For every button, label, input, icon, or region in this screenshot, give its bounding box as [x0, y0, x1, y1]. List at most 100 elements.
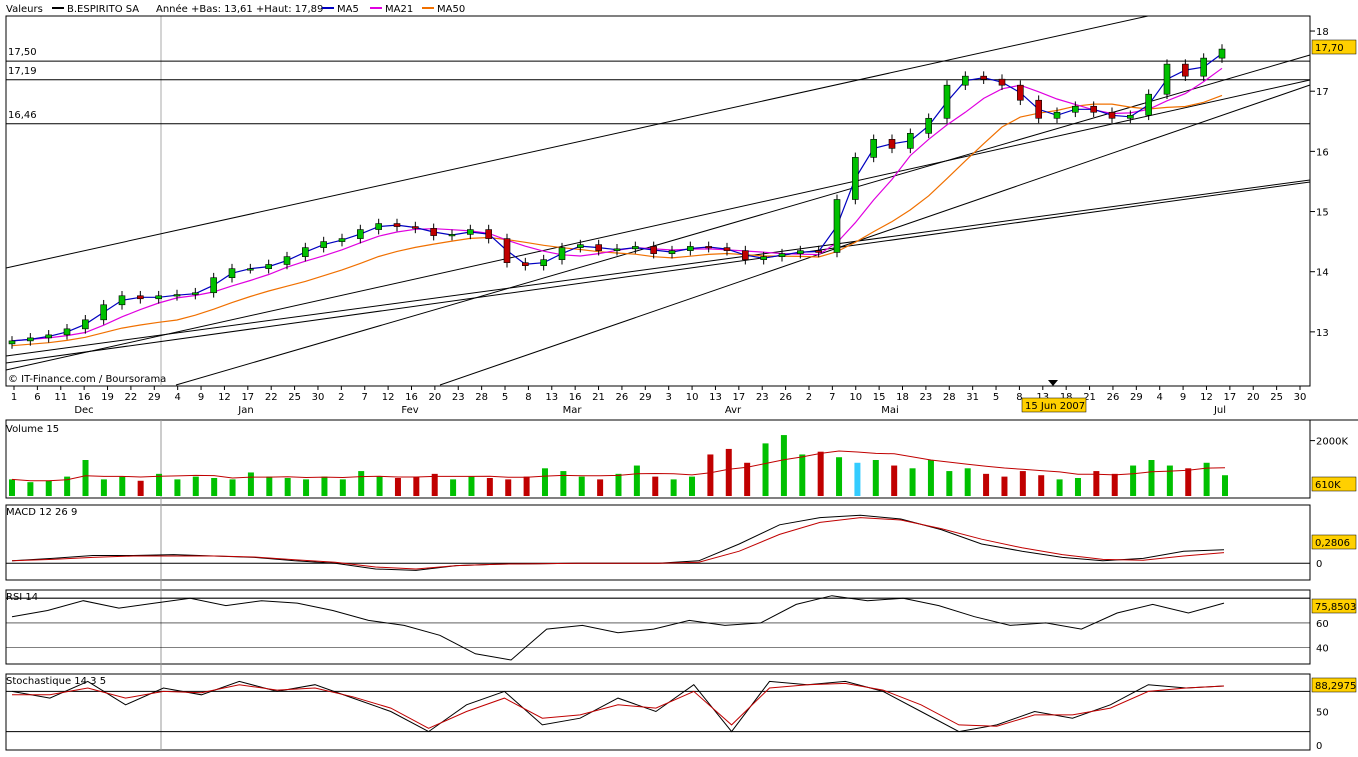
x-tick-label: 28	[943, 392, 956, 403]
volume-bar	[725, 448, 732, 496]
volume-bar	[119, 476, 126, 496]
volume-bar	[339, 479, 346, 496]
volume-bar	[983, 473, 990, 496]
price-y-tick-label: 16	[1316, 147, 1329, 158]
candle	[1200, 57, 1207, 77]
panel-frame	[5, 589, 1311, 665]
month-label: Mar	[563, 405, 583, 416]
volume-bar	[247, 472, 254, 496]
x-tick-label: 16	[78, 392, 91, 403]
macd-y-tick-label: 0	[1316, 559, 1322, 570]
x-tick-label: 30	[1294, 392, 1307, 403]
candle	[63, 328, 71, 336]
candle	[558, 247, 566, 260]
stoch-line-0	[11, 680, 1225, 733]
x-tick-label: 10	[686, 392, 699, 403]
x-tick-label: 8	[1016, 392, 1022, 403]
x-tick-label: 9	[1180, 392, 1186, 403]
x-tick-label: 26	[779, 392, 792, 403]
volume-bar	[27, 482, 34, 496]
x-tick-label: 23	[452, 392, 465, 403]
x-tick-label: 2	[806, 392, 812, 403]
volume-bar	[376, 476, 383, 496]
candle	[943, 84, 951, 119]
x-tick-label: 18	[896, 392, 909, 403]
candle	[137, 295, 144, 300]
last-price-label: 17,70	[1315, 43, 1344, 54]
x-tick-label: 6	[34, 392, 40, 403]
last-price-box	[1311, 39, 1357, 55]
candle	[357, 229, 364, 239]
volume-bar	[1148, 460, 1155, 496]
candle	[650, 246, 657, 254]
x-tick-label: 29	[639, 392, 652, 403]
volume-bar	[505, 479, 512, 496]
last-stoch-box	[1311, 677, 1357, 693]
volume-bar	[946, 471, 953, 496]
x-tick-label: 17	[732, 392, 745, 403]
volume-bar	[9, 479, 15, 496]
panel-frame	[5, 15, 1311, 387]
candle	[247, 268, 254, 271]
candle	[870, 139, 877, 158]
x-tick-label: 7	[829, 392, 835, 403]
volume-bar	[468, 476, 475, 496]
volume-bar	[927, 460, 934, 496]
volume-bar	[744, 462, 751, 496]
x-tick-label: 13	[1036, 392, 1049, 403]
candle	[210, 277, 217, 294]
candle	[1072, 105, 1079, 113]
candle	[540, 259, 547, 266]
x-tick-label: 12	[1200, 392, 1213, 403]
x-tick-label: 16	[569, 392, 582, 403]
volume-bar	[211, 478, 218, 496]
volume-bar	[964, 468, 971, 496]
last-volume-box	[1311, 476, 1357, 492]
instrument-name: B.ESPIRITO SA	[67, 4, 139, 15]
x-tick-label: 23	[920, 392, 933, 403]
candle	[173, 294, 181, 297]
volume-bar	[762, 443, 769, 496]
x-tick-label: 16	[405, 392, 418, 403]
volume-bar	[1185, 468, 1192, 496]
volume-bar	[780, 435, 787, 496]
candle	[797, 250, 804, 254]
volume-ma-line	[11, 450, 1226, 482]
candle	[522, 262, 529, 266]
volume-bar	[100, 479, 107, 496]
x-tick-label: 29	[148, 392, 161, 403]
candle	[1145, 93, 1152, 116]
candle	[100, 304, 107, 321]
level-label-1719: 17,19	[8, 66, 37, 77]
x-tick-label: 4	[174, 392, 180, 403]
candle	[833, 199, 841, 253]
volume-bar	[1093, 471, 1100, 496]
rsi-y-tick-label: 40	[1316, 644, 1329, 655]
rsi-y-tick-label: 60	[1316, 619, 1329, 630]
volume-bar	[284, 478, 291, 496]
candle	[577, 244, 584, 248]
candle	[1218, 48, 1226, 59]
ma5-line	[11, 53, 1223, 342]
volume-bar	[82, 460, 89, 496]
volume-bar	[64, 476, 71, 496]
candle	[45, 334, 52, 339]
volume-bar	[1074, 478, 1081, 496]
stoch-y-tick-label: 50	[1316, 708, 1329, 719]
volume-bar	[266, 476, 273, 496]
candle	[448, 234, 456, 237]
volume-bar	[1019, 471, 1026, 496]
last-rsi-box	[1311, 598, 1357, 614]
x-tick-label: 4	[1157, 392, 1163, 403]
volume-bar	[1056, 479, 1063, 496]
volume-bar	[1038, 475, 1045, 496]
x-tick-label: 20	[429, 392, 442, 403]
legend-ma50: MA50	[437, 4, 465, 15]
candle	[668, 250, 676, 254]
macd-panel-title: MACD 12 26 9	[6, 507, 77, 518]
volume-bar	[431, 473, 438, 496]
volume-bar	[394, 478, 401, 496]
x-tick-label: 29	[1130, 392, 1143, 403]
candle	[27, 337, 34, 342]
